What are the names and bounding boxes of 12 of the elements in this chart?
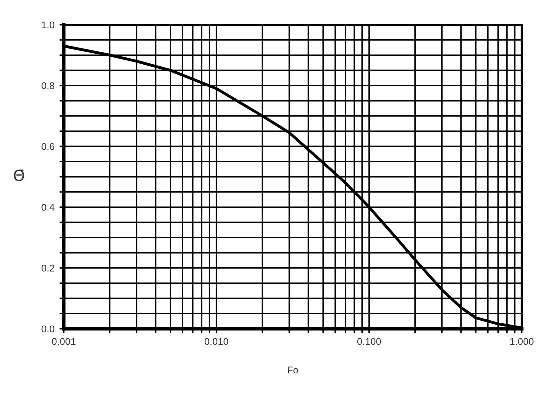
y-tick-label: 0.0 bbox=[42, 326, 55, 333]
y-tick-label: 1.0 bbox=[42, 22, 55, 29]
x-tick-label: 1.000 bbox=[510, 338, 534, 346]
y-axis-title: Θ̄ bbox=[14, 170, 24, 182]
y-tick-label: 0.2 bbox=[42, 264, 54, 272]
y-tick-label: 0.6 bbox=[42, 143, 55, 150]
x-tick-label: 0.100 bbox=[358, 338, 382, 346]
y-tick-label: 0.8 bbox=[42, 82, 55, 90]
x-tick-label: 0.001 bbox=[52, 338, 76, 346]
x-tick-label: 0.010 bbox=[204, 338, 228, 346]
y-tick-label: 0.4 bbox=[42, 204, 55, 212]
x-axis-title: Fo bbox=[288, 366, 298, 374]
